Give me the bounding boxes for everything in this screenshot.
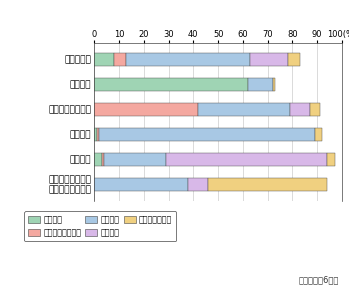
Bar (94, 153, 102, 166)
Legend: 日本企業, アジア太平洋企業, 北米企業, 西欧企業, その他地域企業: 日本企業, アジア太平洋企業, 北米企業, 西欧企業, その他地域企業 (24, 211, 176, 241)
Bar (208, 178, 327, 191)
Bar (327, 153, 335, 166)
Bar (198, 103, 290, 116)
Bar (94, 103, 198, 116)
Text: 出典は付注6参照: 出典は付注6参照 (298, 275, 339, 284)
Bar (315, 128, 322, 141)
Bar (290, 103, 310, 116)
Bar (99, 128, 315, 141)
Bar (166, 153, 327, 166)
Bar (288, 53, 300, 66)
Bar (102, 153, 104, 166)
Bar (94, 178, 188, 191)
Bar (188, 178, 208, 191)
Bar (114, 53, 126, 66)
Bar (248, 78, 273, 91)
Bar (273, 78, 275, 91)
Bar (97, 128, 99, 141)
Bar (94, 78, 248, 91)
Bar (250, 53, 288, 66)
Bar (94, 128, 97, 141)
Bar (94, 53, 114, 66)
Bar (104, 153, 166, 166)
Bar (126, 53, 250, 66)
Bar (310, 103, 320, 116)
